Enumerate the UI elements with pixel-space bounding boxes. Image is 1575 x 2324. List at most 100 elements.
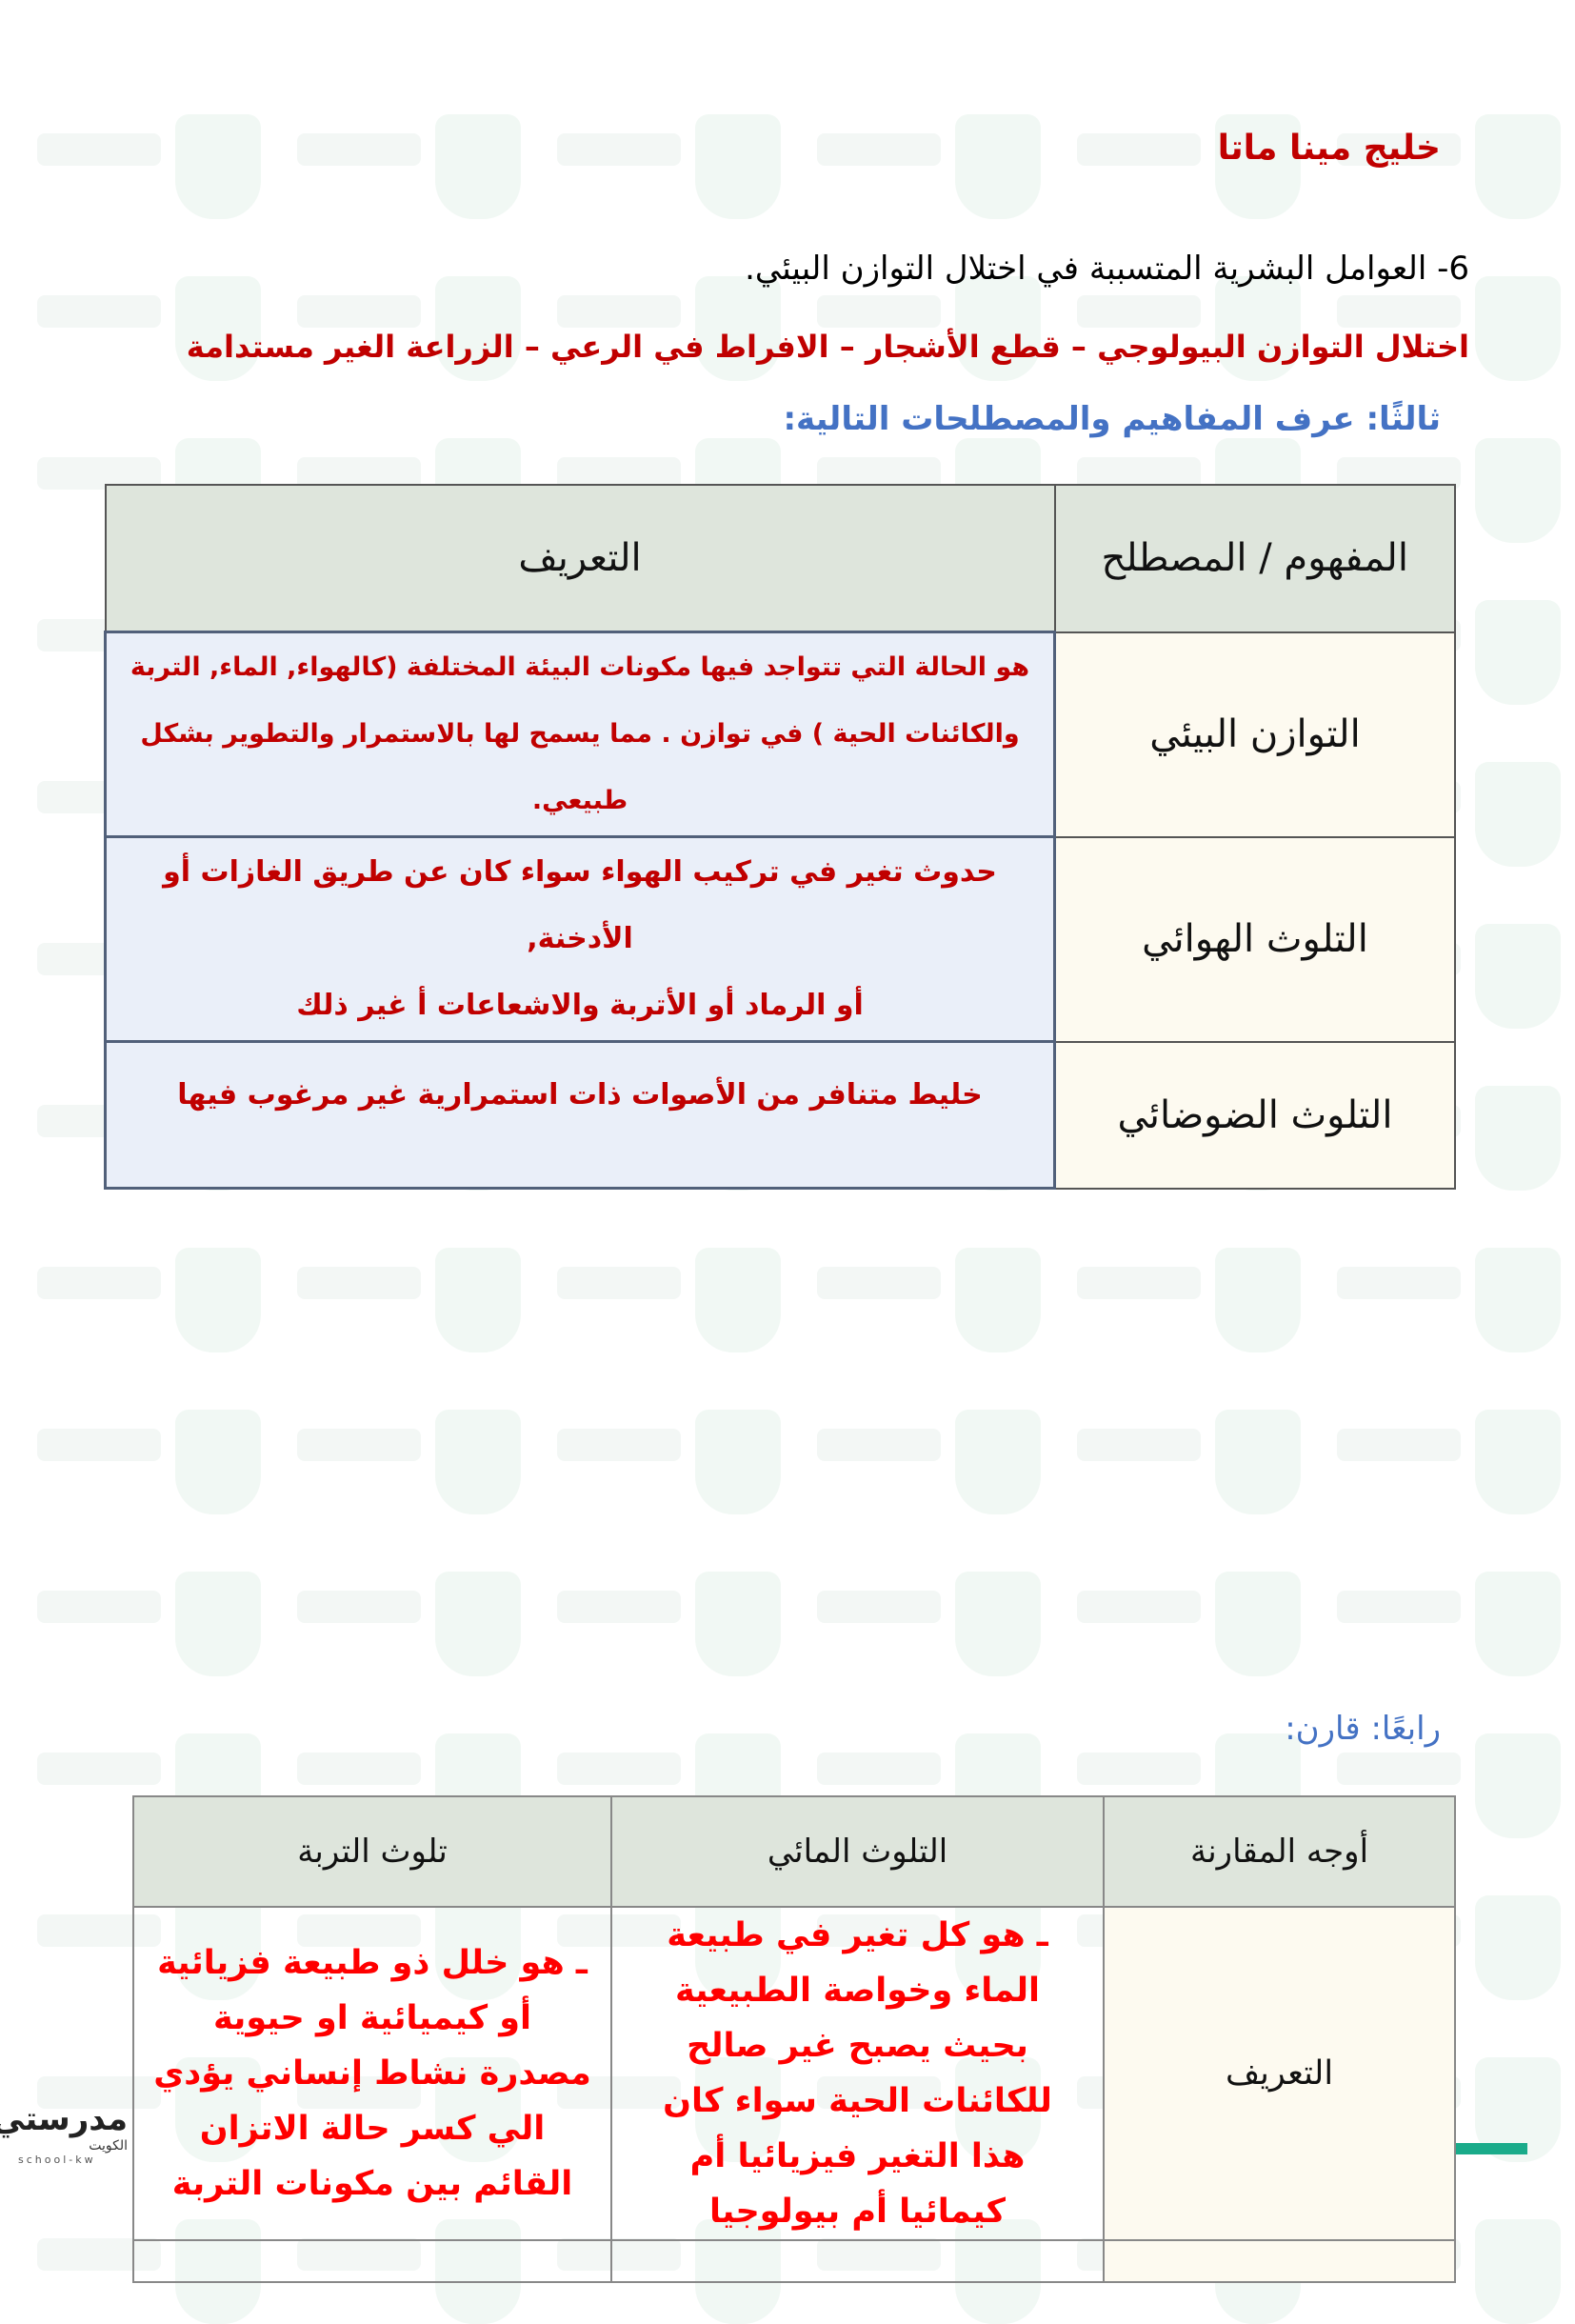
- watermark-logo-icon: [1216, 1248, 1302, 1352]
- watermark-mark: [38, 1267, 162, 1299]
- watermark-logo-icon: [436, 114, 522, 219]
- watermark-mark: [1078, 1753, 1202, 1785]
- definition-line: والكائنات الحية ) في توازن . مما يسمح له…: [141, 719, 1021, 815]
- watermark-mark: [818, 1267, 942, 1299]
- watermark-logo-icon: [1476, 2219, 1562, 2324]
- watermark-mark: [1338, 1429, 1462, 1461]
- watermark-mark: [38, 1429, 162, 1461]
- watermark-logo-icon: [1476, 924, 1562, 1029]
- watermark-mark: [558, 295, 682, 328]
- page-title: خليج مينا ماتا: [1218, 129, 1442, 168]
- header-term: المفهوم / المصطلح: [1054, 484, 1457, 633]
- watermark-mark: [558, 1429, 682, 1461]
- definition-line: هو الحالة التي تتواجد فيها مكونات البيئة…: [130, 652, 1031, 682]
- definition-line: أو الرماد أو الأتربة والاشعاعات أ غير ذل…: [297, 989, 865, 1022]
- watermark-mark: [818, 295, 942, 328]
- answer-6: اختلال التوازن البيولوجي – قطع الأشجار –…: [187, 329, 1470, 365]
- watermark-mark: [558, 1591, 682, 1623]
- site-logo: مدرستي الكويت school-kw: [0, 2100, 129, 2166]
- definition-cell: حدوث تغير في تركيب الهواء سواء كان عن طر…: [105, 835, 1057, 1043]
- watermark-mark: [1338, 1753, 1462, 1785]
- watermark-mark: [558, 1753, 682, 1785]
- watermark-mark: [818, 1753, 942, 1785]
- watermark-logo-icon: [1476, 276, 1562, 381]
- watermark-mark: [1338, 1591, 1462, 1623]
- watermark-mark: [1078, 1267, 1202, 1299]
- watermark-logo-icon: [1476, 114, 1562, 219]
- logo-name: مدرستي: [0, 2100, 129, 2138]
- definition-line: خليط متنافر من الأصوات ذات استمرارية غير…: [178, 1078, 984, 1112]
- table-row: التلوث الضوضائي خليط متنافر من الأصوات ذ…: [105, 1040, 1457, 1190]
- watermark-mark: [298, 295, 422, 328]
- watermark-logo-icon: [176, 1572, 262, 1676]
- header-soil-pollution: تلوث التربة: [133, 1795, 613, 1908]
- watermark-mark: [38, 1591, 162, 1623]
- watermark-logo-icon: [956, 114, 1042, 219]
- table-row: التلوث الهوائي حدوث تغير في تركيب الهواء…: [105, 835, 1457, 1043]
- watermark-mark: [1078, 295, 1202, 328]
- header-aspect: أوجه المقارنة: [1104, 1795, 1457, 1908]
- definition-cell: هو الحالة التي تتواجد فيها مكونات البيئة…: [105, 631, 1057, 838]
- table-row: [133, 2239, 1457, 2283]
- term-cell: التوازن البيئي: [1054, 631, 1457, 838]
- section-3-heading: ثالثًا: عرف المفاهيم والمصطلحات التالية:: [784, 400, 1442, 438]
- watermark-mark: [818, 1591, 942, 1623]
- watermark-logo-icon: [1476, 1895, 1562, 2000]
- watermark-mark: [38, 1753, 162, 1785]
- watermark-mark: [38, 295, 162, 328]
- definitions-table: المفهوم / المصطلح التعريف التوازن البيئي…: [105, 484, 1457, 1190]
- definition-line: حدوث تغير في تركيب الهواء سواء كان عن طر…: [164, 855, 998, 955]
- header-water-pollution: التلوث المائي: [611, 1795, 1106, 1908]
- watermark-logo-icon: [176, 1410, 262, 1514]
- term-cell: التلوث الهوائي: [1054, 835, 1457, 1043]
- watermark-logo-icon: [956, 1410, 1042, 1514]
- watermark-mark: [298, 1267, 422, 1299]
- comparison-table: أوجه المقارنة التلوث المائي تلوث التربة …: [133, 1795, 1457, 2283]
- watermark-logo-icon: [696, 1572, 782, 1676]
- watermark-mark: [1078, 1429, 1202, 1461]
- watermark-logo-icon: [1216, 1410, 1302, 1514]
- watermark-logo-icon: [1476, 1733, 1562, 1838]
- table-row: التوازن البيئي هو الحالة التي تتواجد فيه…: [105, 631, 1457, 838]
- empty-cell: [133, 2239, 613, 2283]
- watermark-mark: [298, 1429, 422, 1461]
- watermark-logo-icon: [1476, 438, 1562, 543]
- watermark-logo-icon: [176, 1248, 262, 1352]
- logo-sub: الكويت: [90, 2138, 129, 2154]
- watermark-logo-icon: [1476, 1248, 1562, 1352]
- teal-accent-bar: [1457, 2143, 1528, 2154]
- watermark-mark: [298, 1591, 422, 1623]
- table-row: التعريف ـ هو كل تغير في طبيعة الماء وخوا…: [133, 1906, 1457, 2241]
- watermark-mark: [38, 133, 162, 166]
- watermark-logo-icon: [1216, 1572, 1302, 1676]
- watermark-logo-icon: [436, 1572, 522, 1676]
- watermark-logo-icon: [956, 1248, 1042, 1352]
- watermark-logo-icon: [696, 1410, 782, 1514]
- section-4-heading: رابعًا: قارن:: [1286, 1710, 1442, 1748]
- watermark-mark: [298, 133, 422, 166]
- watermark-logo-icon: [696, 1248, 782, 1352]
- watermark-mark: [818, 133, 942, 166]
- watermark-mark: [1078, 133, 1202, 166]
- term-cell: التلوث الضوضائي: [1054, 1040, 1457, 1190]
- aspect-cell: التعريف: [1104, 1906, 1457, 2241]
- watermark-mark: [558, 1267, 682, 1299]
- header-definition: التعريف: [105, 484, 1057, 633]
- watermark-mark: [558, 133, 682, 166]
- watermark-logo-icon: [1476, 1410, 1562, 1514]
- definition-cell: خليط متنافر من الأصوات ذات استمرارية غير…: [105, 1040, 1057, 1190]
- logo-url: school-kw: [19, 2154, 97, 2166]
- watermark-logo-icon: [1476, 1086, 1562, 1191]
- question-6: 6- العوامل البشرية المتسببة في اختلال ال…: [746, 250, 1470, 288]
- watermark-logo-icon: [1476, 1572, 1562, 1676]
- watermark-mark: [1338, 295, 1462, 328]
- watermark-mark: [298, 1753, 422, 1785]
- watermark-logo-icon: [1476, 600, 1562, 705]
- watermark-logo-icon: [436, 1248, 522, 1352]
- watermark-mark: [1078, 1591, 1202, 1623]
- watermark-logo-icon: [1476, 762, 1562, 867]
- empty-cell: [1104, 2239, 1457, 2283]
- watermark-mark: [1338, 1267, 1462, 1299]
- watermark-logo-icon: [956, 1572, 1042, 1676]
- watermark-logo-icon: [696, 114, 782, 219]
